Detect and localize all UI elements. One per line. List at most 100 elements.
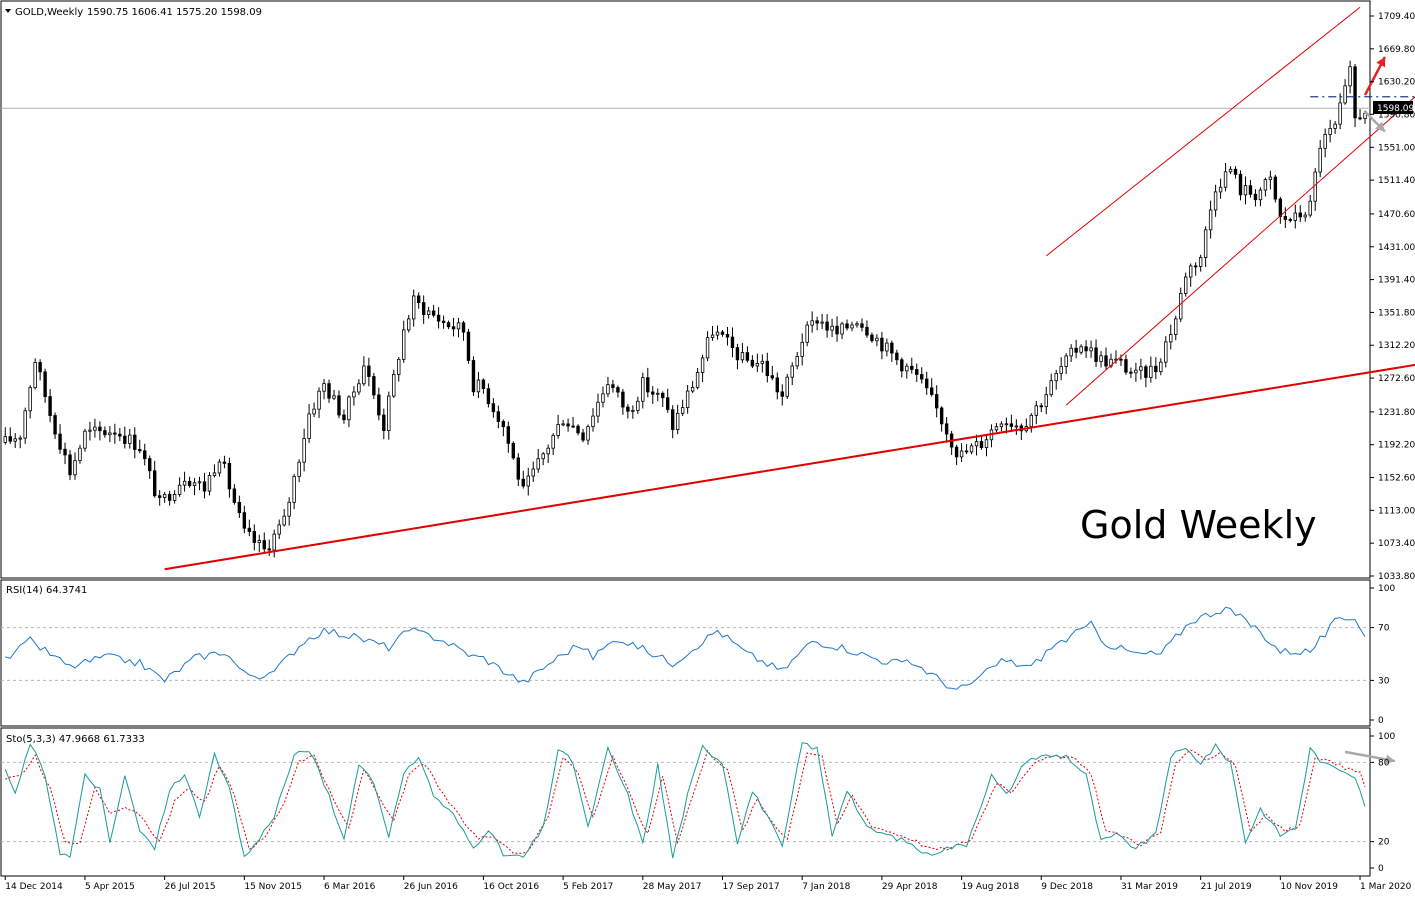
candle-body (431, 310, 436, 316)
candle-body (133, 434, 137, 450)
candle-body (392, 373, 396, 397)
price-y-tick-label: 1511.40 (1378, 176, 1415, 186)
candle-body (466, 331, 471, 361)
symbol-label: GOLD,Weekly (15, 7, 83, 18)
candle-body (327, 383, 331, 399)
candle-body (83, 430, 87, 449)
x-tick-label: 26 Jun 2016 (404, 882, 458, 892)
candle-body (670, 409, 675, 430)
price-y-tick-label: 1113.00 (1378, 506, 1415, 516)
candle-body (182, 480, 187, 486)
candle-body (407, 318, 411, 331)
price-y-tick-label: 1272.60 (1378, 374, 1415, 384)
grid-layer (1, 107, 1370, 843)
candle-body (556, 424, 560, 436)
x-tick-label: 10 Nov 2019 (1280, 882, 1338, 892)
rsi-y-tick-label: 30 (1378, 676, 1390, 686)
candle-body (28, 387, 32, 412)
candle-body (551, 435, 555, 449)
candle-body (227, 463, 232, 490)
candle-body (476, 379, 481, 393)
candle-body (157, 495, 162, 498)
candle-body (546, 447, 550, 455)
candle-body (631, 409, 635, 412)
candle-body (1273, 176, 1278, 200)
channel-upper-line (1045, 6, 1361, 257)
candle-body (1193, 265, 1198, 268)
price-y-tick-label: 1669.80 (1378, 45, 1415, 55)
candle-body (690, 387, 695, 392)
candle-body (611, 384, 615, 388)
candle-body (780, 391, 784, 397)
candle-body (297, 461, 301, 477)
candle-body (1258, 189, 1263, 201)
candle-body (601, 393, 605, 403)
x-tick-label: 9 Dec 2018 (1041, 882, 1093, 892)
candle-body (860, 323, 864, 328)
x-tick-label: 16 Oct 2016 (483, 882, 539, 892)
candle-body (959, 450, 964, 458)
support-trendline (164, 363, 1415, 571)
candle-body (402, 329, 406, 360)
price-y-tick-label: 1551.00 (1378, 143, 1415, 153)
candle-body (148, 458, 152, 472)
candle-body (162, 493, 167, 498)
candle-body (890, 342, 894, 354)
price-y-tick-label: 1709.40 (1378, 12, 1415, 22)
candle-body (471, 360, 476, 393)
symbol-dropdown-icon[interactable] (5, 9, 11, 13)
rsi-indicator-label: RSI(14) 64.3741 (6, 585, 87, 596)
sto-y-tick-label: 20 (1378, 838, 1390, 848)
candle-body (13, 438, 17, 442)
candle-body (905, 365, 909, 372)
x-tick-label: 7 Jan 2018 (802, 882, 850, 892)
candle-body (451, 326, 456, 330)
candle-body (1119, 358, 1123, 361)
candle-body (810, 320, 814, 326)
candle-body (695, 372, 700, 388)
candle-body (800, 341, 804, 357)
rsi-y-tick-label: 0 (1378, 716, 1384, 726)
price-y-tick-label: 1391.40 (1378, 276, 1415, 286)
candle-body (910, 365, 914, 370)
x-tick-label: 19 Aug 2018 (962, 882, 1020, 892)
candle-body (143, 450, 147, 460)
candle-body (1099, 355, 1103, 362)
candle-body (1174, 318, 1178, 335)
price-y-tick-label: 1590.80 (1378, 110, 1415, 120)
candle-body (1343, 85, 1347, 104)
candle-body (18, 437, 22, 440)
candle-body (964, 450, 969, 453)
candle-body (1248, 185, 1253, 195)
candle-body (177, 484, 182, 495)
candle-body (805, 324, 809, 343)
candle-body (725, 334, 730, 338)
candle-body (501, 421, 506, 428)
candle-body (845, 323, 849, 329)
sto-series (4, 742, 1366, 859)
candle-body (357, 383, 361, 393)
candle-body (372, 376, 376, 396)
candle-body (73, 460, 77, 476)
x-tick-label: 15 Nov 2015 (244, 882, 302, 892)
candle-body (775, 377, 779, 393)
candle-body (421, 302, 426, 316)
candle-body (322, 383, 326, 392)
candle-body (675, 412, 680, 430)
candle-body (237, 501, 242, 514)
candle-body (481, 379, 486, 390)
candle-body (496, 411, 501, 422)
candle-body (113, 432, 117, 435)
candle-body (108, 432, 112, 436)
candle-body (1253, 193, 1258, 201)
candle-body (167, 493, 172, 501)
candle-body (436, 314, 441, 322)
x-axis-labels: 14 Dec 2014 5 Apr 2015 26 Jul 2015 15 Nov 2… (4, 876, 1412, 892)
candle-body (1218, 186, 1223, 193)
rsi-panel-frame (0, 579, 1371, 727)
candle-body (123, 435, 127, 444)
price-y-tick-label: 1192.20 (1378, 441, 1415, 451)
candle-body (43, 371, 47, 397)
